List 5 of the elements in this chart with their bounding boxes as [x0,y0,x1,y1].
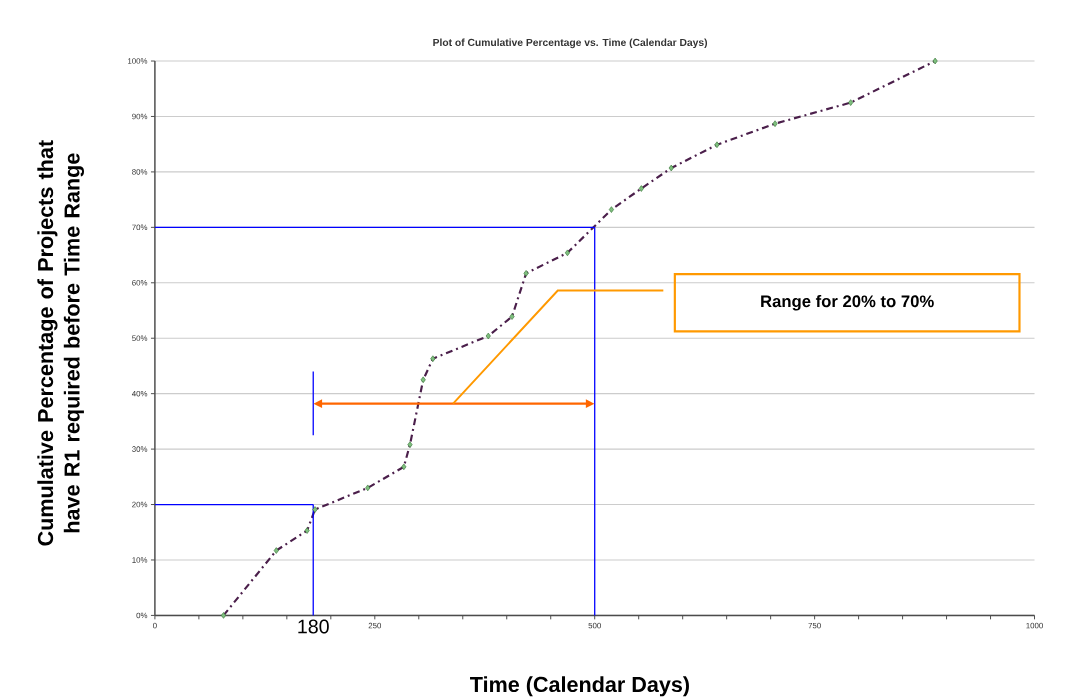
ref-line-label: 180 [298,619,329,634]
x-axis-title: Time (Calendar Days) [470,676,689,697]
chart-title: Plot of Cumulative Percentage vs. Time (Calendar Days) [433,38,708,49]
y-axis-title: Cumulative Percentage of Projects that have R1 required before Time Range [37,140,85,546]
annotation: Range for 20% to 70% [761,294,934,311]
